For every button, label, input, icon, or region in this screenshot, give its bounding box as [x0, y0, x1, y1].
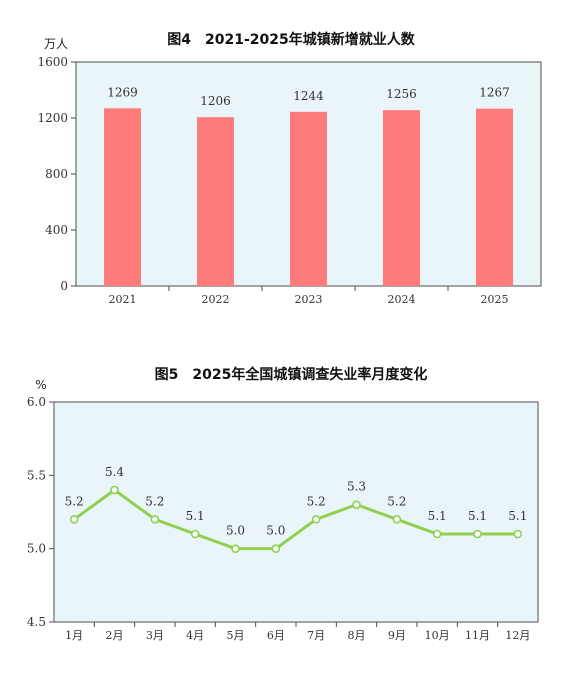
bar-value-label: 1206 — [200, 94, 231, 108]
bar-value-label: 1267 — [479, 86, 510, 100]
x-tick-label: 7月 — [307, 629, 325, 642]
line-chart-points — [69, 485, 523, 553]
point-value-label: 5.2 — [307, 494, 326, 508]
point-value-label: 5.2 — [387, 494, 406, 508]
line-chart-x-axis: 1月 2月 3月 4月 5月 6月 7月 8月 9月 10月 11月 12月 — [65, 622, 530, 642]
x-tick-label: 6月 — [267, 629, 285, 642]
bar-2024 — [383, 110, 420, 286]
bar-value-label: 1256 — [386, 87, 417, 101]
x-tick-label: 2025 — [481, 293, 509, 306]
line-chart-title: 图5 2025年全国城镇调查失业率月度变化 — [155, 366, 428, 383]
y-tick-label: 5.0 — [27, 542, 46, 556]
bar-value-label: 1269 — [107, 85, 138, 99]
bar-chart: 图4 2021-2025年城镇新增就业人数 万人 0 400 800 1200 1600… — [37, 31, 542, 306]
x-tick-label: 4月 — [186, 629, 204, 642]
x-tick-label: 2023 — [295, 293, 323, 306]
point-value-label: 5.2 — [145, 494, 164, 508]
point-2月 — [110, 485, 119, 495]
x-tick-label: 1月 — [65, 629, 83, 642]
point-value-label: 5.1 — [186, 509, 205, 523]
bar-2025 — [476, 108, 513, 287]
line-chart-data-labels: 5.2 5.4 5.2 5.1 5.0 5.0 5.2 5.3 5.2 5.1 5.1 5.1 — [65, 465, 528, 538]
y-tick-label: 6.0 — [27, 395, 46, 409]
y-tick-label: 4.5 — [27, 615, 46, 629]
x-tick-label: 2月 — [106, 629, 124, 642]
point-value-label: 5.1 — [428, 509, 447, 523]
bar-value-label: 1244 — [293, 89, 324, 103]
bar-chart-data-labels: 1269 1206 1244 1256 1267 — [107, 85, 510, 108]
point-3月 — [150, 515, 160, 524]
y-tick-label: 800 — [45, 167, 68, 181]
bar-2023 — [290, 111, 327, 286]
x-tick-label: 5月 — [227, 629, 245, 642]
bar-2022 — [197, 117, 234, 286]
point-4月 — [190, 529, 200, 539]
point-value-label: 5.3 — [347, 480, 366, 494]
x-tick-label: 11月 — [465, 629, 490, 642]
x-tick-label: 10月 — [425, 629, 450, 642]
y-tick-label: 400 — [45, 223, 68, 237]
x-tick-label: 2024 — [388, 293, 416, 306]
point-12月 — [513, 529, 523, 539]
point-value-label: 5.2 — [65, 494, 84, 508]
bar-chart-unit: 万人 — [44, 37, 68, 51]
y-tick-label: 1600 — [37, 55, 68, 69]
x-tick-label: 12月 — [505, 629, 530, 642]
point-9月 — [392, 515, 402, 524]
bar-chart-y-axis: 0 400 800 1200 1600 — [37, 55, 76, 293]
point-10月 — [432, 529, 442, 539]
x-tick-label: 9月 — [388, 629, 406, 642]
line-chart-plot-area — [53, 401, 539, 623]
point-5月 — [231, 544, 240, 553]
point-11月 — [473, 529, 482, 539]
bar-chart-x-axis: 2021 2022 2023 2024 2025 — [109, 286, 509, 306]
point-value-label: 5.1 — [508, 509, 527, 523]
line-chart-series-line — [73, 488, 518, 551]
point-1月 — [69, 515, 79, 524]
y-tick-label: 5.5 — [27, 468, 46, 482]
point-value-label: 5.4 — [105, 465, 124, 479]
bar-chart-bars — [104, 108, 513, 287]
point-value-label: 5.1 — [468, 509, 487, 523]
point-6月 — [271, 544, 281, 553]
bar-2021 — [104, 108, 141, 286]
x-tick-label: 2022 — [202, 293, 230, 306]
x-tick-label: 3月 — [146, 629, 164, 642]
x-tick-label: 8月 — [348, 629, 366, 642]
line-chart: 图5 2025年全国城镇调查失业率月度变化 % 4.5 5.0 5.5 6.0 1月 2… — [27, 366, 539, 642]
point-7月 — [311, 515, 321, 524]
y-tick-label: 1200 — [37, 111, 68, 125]
point-8月 — [352, 500, 361, 509]
bar-chart-title: 图4 2021-2025年城镇新增就业人数 — [167, 31, 415, 48]
point-value-label: 5.0 — [226, 524, 245, 538]
point-value-label: 5.0 — [266, 524, 285, 538]
x-tick-label: 2021 — [109, 293, 137, 306]
line-chart-unit: % — [35, 378, 46, 392]
y-tick-label: 0 — [60, 279, 68, 293]
line-chart-y-axis: 4.5 5.0 5.5 6.0 — [27, 395, 54, 629]
